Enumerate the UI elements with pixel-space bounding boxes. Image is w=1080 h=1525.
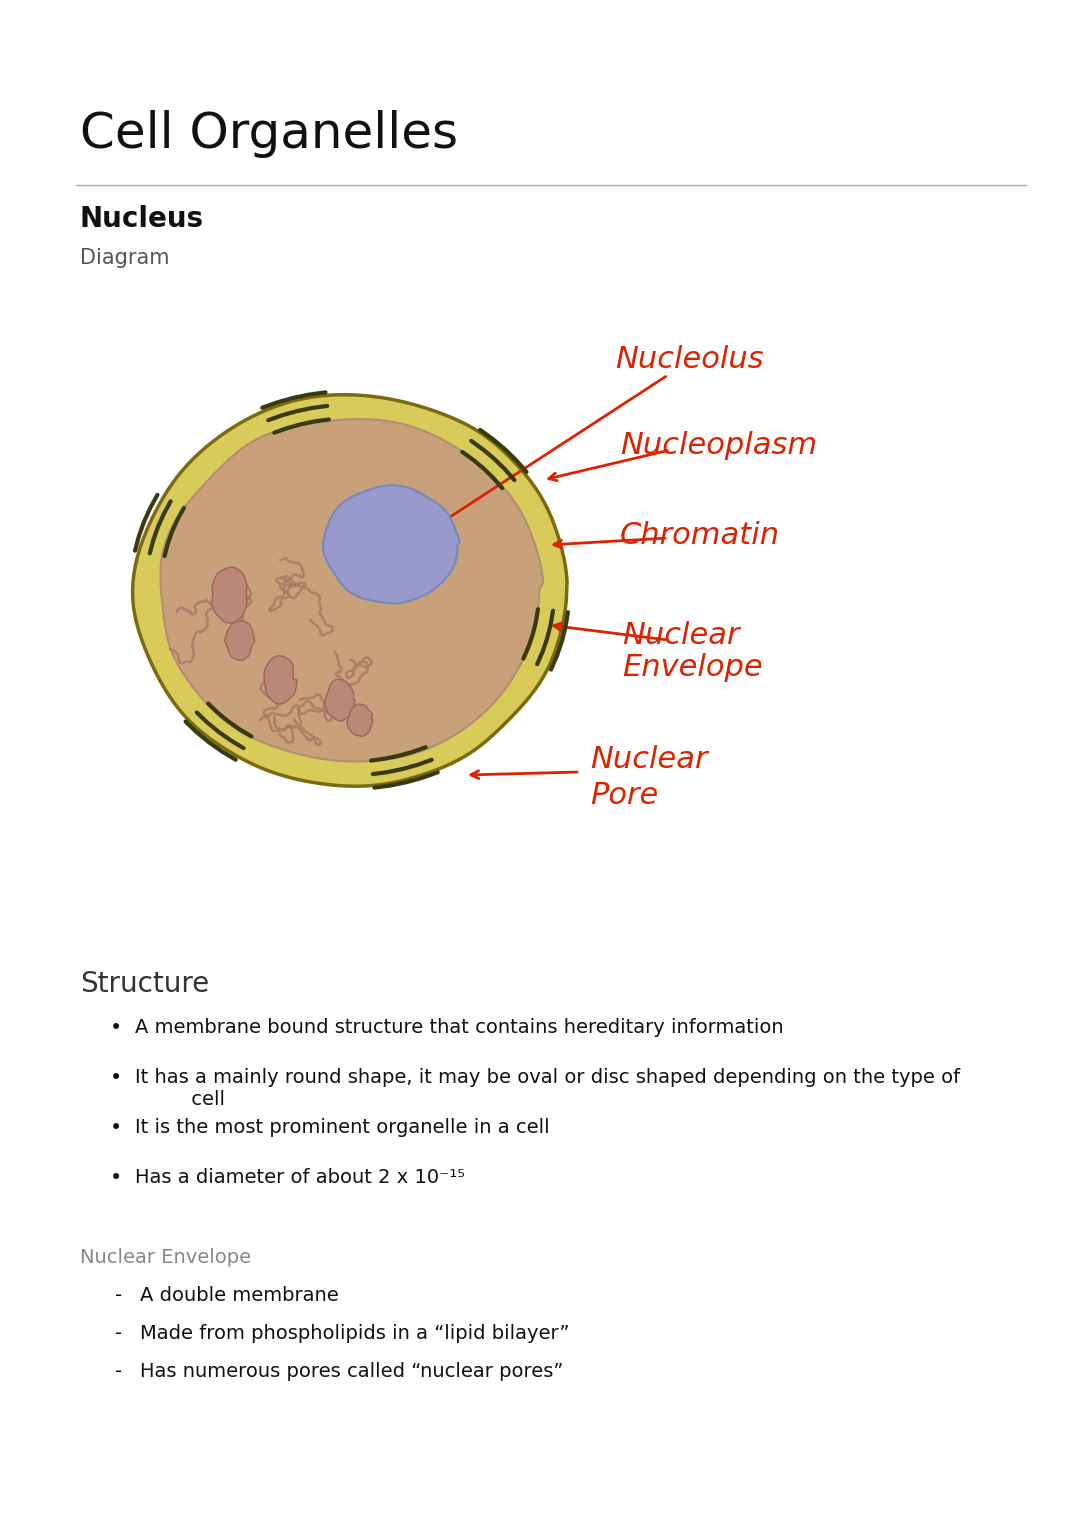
Text: Nuclear: Nuclear <box>622 621 740 650</box>
Text: -: - <box>114 1362 122 1382</box>
Text: •: • <box>110 1068 122 1087</box>
Text: Chromatin: Chromatin <box>620 520 780 549</box>
Text: Nuclear Envelope: Nuclear Envelope <box>80 1247 252 1267</box>
Polygon shape <box>212 567 247 624</box>
Text: •: • <box>110 1019 122 1039</box>
Text: Nucleolus: Nucleolus <box>615 346 764 375</box>
Text: Nucleoplasm: Nucleoplasm <box>620 430 818 459</box>
Polygon shape <box>133 395 567 787</box>
Text: Pore: Pore <box>590 781 658 810</box>
Text: Nuclear: Nuclear <box>590 746 707 775</box>
Text: A membrane bound structure that contains hereditary information: A membrane bound structure that contains… <box>135 1019 784 1037</box>
Text: -: - <box>114 1286 122 1305</box>
Text: Has a diameter of about 2 x 10⁻¹⁵: Has a diameter of about 2 x 10⁻¹⁵ <box>135 1168 465 1186</box>
Text: Structure: Structure <box>80 970 210 997</box>
Text: It is the most prominent organelle in a cell: It is the most prominent organelle in a … <box>135 1118 550 1138</box>
Text: A double membrane: A double membrane <box>140 1286 339 1305</box>
Text: •: • <box>110 1118 122 1138</box>
Text: Envelope: Envelope <box>622 653 762 682</box>
Polygon shape <box>265 656 297 705</box>
Text: Cell Organelles: Cell Organelles <box>80 110 458 159</box>
Text: Nucleus: Nucleus <box>80 204 204 233</box>
Polygon shape <box>347 705 374 737</box>
Text: Diagram: Diagram <box>80 249 170 268</box>
Text: •: • <box>110 1168 122 1188</box>
Text: Has numerous pores called “nuclear pores”: Has numerous pores called “nuclear pores… <box>140 1362 564 1382</box>
Polygon shape <box>325 679 355 721</box>
Polygon shape <box>225 621 255 660</box>
Polygon shape <box>161 419 543 761</box>
Text: Made from phospholipids in a “lipid bilayer”: Made from phospholipids in a “lipid bila… <box>140 1324 569 1344</box>
Text: -: - <box>114 1324 122 1344</box>
Polygon shape <box>323 485 459 604</box>
Text: It has a mainly round shape, it may be oval or disc shaped depending on the type: It has a mainly round shape, it may be o… <box>135 1068 960 1109</box>
